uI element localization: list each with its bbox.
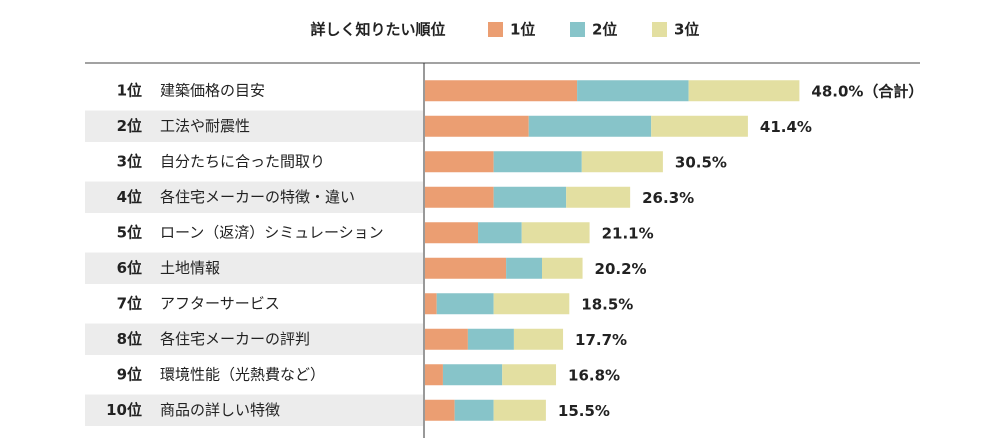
total-label: 17.7% <box>575 331 627 349</box>
bar-segment <box>425 115 529 137</box>
row-band <box>85 394 423 426</box>
rank-label: 10位 <box>106 401 142 419</box>
total-label: 21.1% <box>602 224 654 242</box>
bar-segment <box>502 364 557 386</box>
total-label: 48.0%（合計） <box>811 82 923 100</box>
bar-segment <box>493 151 582 173</box>
row-band <box>85 181 423 213</box>
category-label: 環境性能（光熱費など） <box>160 365 325 383</box>
bar-segment <box>425 151 494 173</box>
total-label: 30.5% <box>675 153 727 171</box>
bar-segment <box>688 80 800 102</box>
category-label: 建築価格の目安 <box>160 81 265 99</box>
bar-segment <box>478 222 522 244</box>
category-label: ローン（返済）シミュレーション <box>160 223 384 241</box>
chart-title: 詳しく知りたい順位 <box>310 21 445 39</box>
total-label: 15.5% <box>558 402 610 420</box>
category-label: 各住宅メーカーの特徴・違い <box>160 188 355 206</box>
row-band <box>85 252 423 284</box>
rank-label: 7位 <box>117 294 142 312</box>
bar-segment <box>425 364 443 386</box>
rank-label: 4位 <box>117 188 142 206</box>
category-label: 各住宅メーカーの評判 <box>160 330 310 348</box>
bar-segment <box>493 399 546 421</box>
total-label: 26.3% <box>642 189 694 207</box>
bar-segment <box>425 80 578 102</box>
bar-segment <box>442 364 503 386</box>
bar-segment <box>566 186 631 208</box>
category-label: 自分たちに合った間取り <box>160 152 325 170</box>
bar-segment <box>425 399 455 421</box>
category-label: 土地情報 <box>160 259 220 277</box>
bar-segment <box>577 80 689 102</box>
legend-label: 1位 <box>510 21 535 39</box>
rank-label: 3位 <box>117 152 142 170</box>
bar-segment <box>425 328 468 350</box>
legend-swatch <box>652 22 667 37</box>
bar-segment <box>651 115 748 137</box>
legend-label: 2位 <box>592 21 617 39</box>
rank-label: 5位 <box>117 223 142 241</box>
bar-segment <box>513 328 564 350</box>
category-label: 商品の詳しい特徴 <box>160 401 280 419</box>
legend-swatch <box>488 22 503 37</box>
bar-segment <box>425 222 479 244</box>
rank-label: 1位 <box>117 81 142 99</box>
bar-segment <box>425 186 494 208</box>
legend-swatch <box>570 22 585 37</box>
bar-segment <box>493 293 570 315</box>
category-label: アフターサービス <box>160 294 280 312</box>
bar-segment <box>436 293 494 315</box>
row-band <box>85 323 423 355</box>
bar-segment <box>467 328 514 350</box>
rank-label: 8位 <box>117 330 142 348</box>
bar-segment <box>425 293 437 315</box>
total-label: 41.4% <box>760 118 812 136</box>
bar-segment <box>581 151 663 173</box>
rank-label: 9位 <box>117 365 142 383</box>
bar-segment <box>542 257 583 279</box>
bar-segment <box>454 399 494 421</box>
bar-segment <box>528 115 652 137</box>
bar-segment <box>506 257 542 279</box>
total-label: 20.2% <box>595 260 647 278</box>
legend-label: 3位 <box>674 21 699 39</box>
row-band <box>85 110 423 142</box>
rank-label: 2位 <box>117 117 142 135</box>
rank-label: 6位 <box>117 259 142 277</box>
bar-segment <box>425 257 507 279</box>
bar-segment <box>493 186 567 208</box>
bar-segment <box>521 222 590 244</box>
category-label: 工法や耐震性 <box>160 117 250 135</box>
total-label: 18.5% <box>581 295 633 313</box>
total-label: 16.8% <box>568 366 620 384</box>
